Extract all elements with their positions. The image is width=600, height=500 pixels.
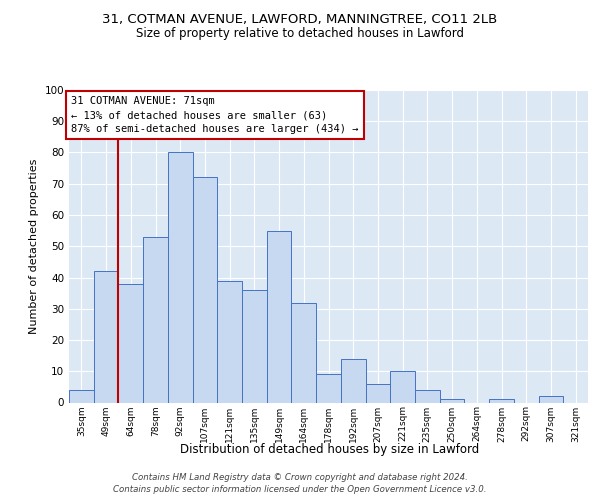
Bar: [94, 271, 118, 402]
Bar: [440, 400, 464, 402]
Bar: [69, 390, 94, 402]
Bar: [341, 359, 365, 403]
Text: 31 COTMAN AVENUE: 71sqm
← 13% of detached houses are smaller (63)
87% of semi-de: 31 COTMAN AVENUE: 71sqm ← 13% of detache…: [71, 96, 359, 134]
Text: Distribution of detached houses by size in Lawford: Distribution of detached houses by size …: [181, 442, 479, 456]
Bar: [267, 230, 292, 402]
Bar: [390, 371, 415, 402]
Bar: [292, 302, 316, 402]
Y-axis label: Number of detached properties: Number of detached properties: [29, 158, 39, 334]
Bar: [143, 237, 168, 402]
Bar: [489, 400, 514, 402]
Text: Size of property relative to detached houses in Lawford: Size of property relative to detached ho…: [136, 28, 464, 40]
Bar: [415, 390, 440, 402]
Bar: [316, 374, 341, 402]
Bar: [365, 384, 390, 402]
Bar: [217, 280, 242, 402]
Bar: [242, 290, 267, 403]
Text: Contains HM Land Registry data © Crown copyright and database right 2024.
Contai: Contains HM Land Registry data © Crown c…: [113, 472, 487, 494]
Bar: [168, 152, 193, 402]
Text: 31, COTMAN AVENUE, LAWFORD, MANNINGTREE, CO11 2LB: 31, COTMAN AVENUE, LAWFORD, MANNINGTREE,…: [103, 12, 497, 26]
Bar: [539, 396, 563, 402]
Bar: [118, 284, 143, 403]
Bar: [193, 178, 217, 402]
